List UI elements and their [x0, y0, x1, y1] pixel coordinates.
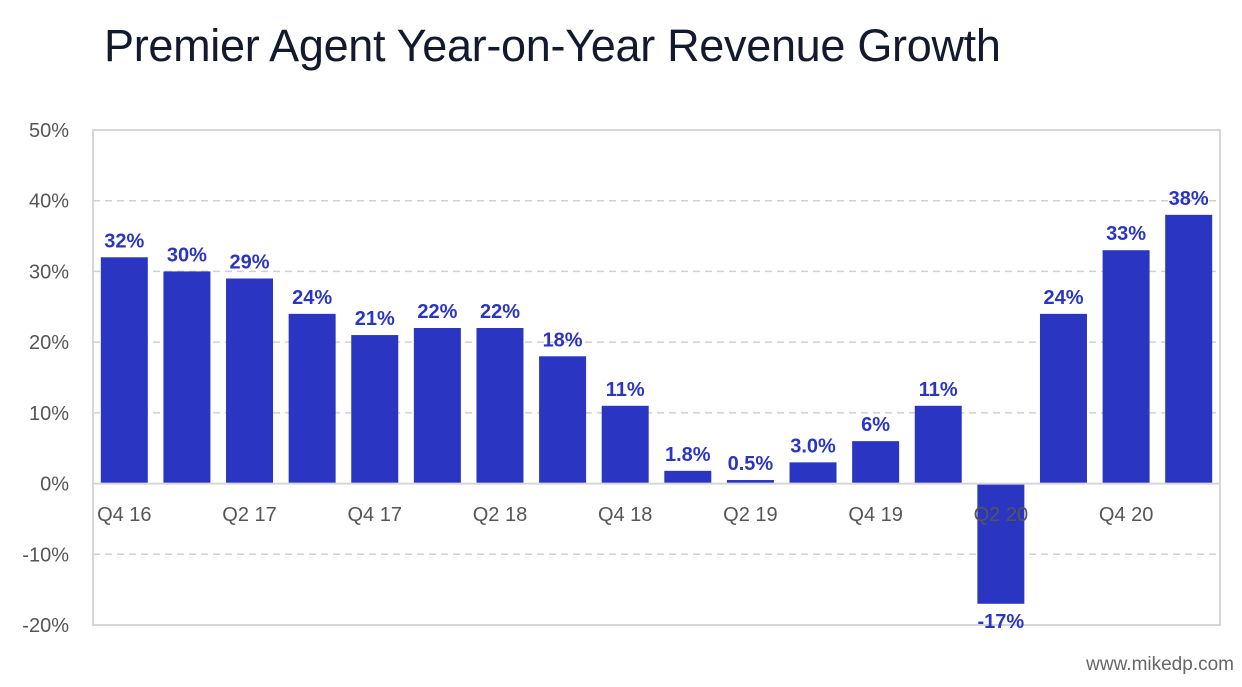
- data-label: 33%: [1106, 223, 1146, 245]
- bar: [1039, 313, 1087, 484]
- data-label: 38%: [1169, 188, 1209, 210]
- bar: [789, 462, 837, 484]
- bar: [601, 405, 649, 484]
- bar: [914, 405, 962, 484]
- data-label: 0.5%: [728, 453, 774, 475]
- data-label: 22%: [417, 301, 457, 323]
- y-tick-label: 0%: [40, 474, 69, 496]
- bar: [288, 313, 336, 484]
- plot-frame: [92, 129, 1221, 626]
- x-tick-label: Q2 20: [974, 504, 1028, 526]
- bar: [726, 480, 774, 484]
- data-label: 3.0%: [790, 435, 836, 457]
- bar: [539, 356, 587, 484]
- bar: [226, 278, 274, 484]
- bar: [413, 328, 461, 484]
- bar: [476, 328, 524, 484]
- x-tick-label: Q4 20: [1099, 504, 1153, 526]
- data-label: 18%: [543, 329, 583, 351]
- bar: [100, 257, 148, 484]
- x-tick-label: Q4 19: [848, 504, 902, 526]
- data-label: 21%: [355, 308, 395, 330]
- data-label: 1.8%: [665, 444, 711, 466]
- credit-text: www.mikedp.com: [1086, 654, 1234, 675]
- x-tick-label: Q2 17: [222, 504, 276, 526]
- y-tick-label: 40%: [29, 191, 69, 213]
- chart-title: Premier Agent Year-on-Year Revenue Growt…: [104, 20, 1001, 71]
- bar: [664, 470, 712, 484]
- data-label: 24%: [292, 287, 332, 309]
- bar: [351, 335, 399, 484]
- data-label: 30%: [167, 244, 207, 266]
- data-label: 6%: [861, 414, 890, 436]
- data-label: 22%: [480, 301, 520, 323]
- y-tick-label: 20%: [29, 332, 69, 354]
- bar: [852, 441, 900, 484]
- data-label: 29%: [230, 252, 270, 274]
- y-tick-label: 10%: [29, 403, 69, 425]
- data-label: 11%: [606, 379, 645, 401]
- data-label: 32%: [104, 230, 144, 252]
- x-tick-label: Q4 16: [97, 504, 151, 526]
- bar: [163, 271, 211, 484]
- x-tick-label: Q4 18: [598, 504, 652, 526]
- x-tick-label: Q2 19: [723, 504, 777, 526]
- y-tick-label: -10%: [22, 544, 69, 566]
- y-tick-label: -20%: [22, 615, 69, 637]
- y-tick-label: 50%: [29, 120, 69, 142]
- bar: [1165, 214, 1213, 484]
- y-tick-label: 30%: [29, 261, 69, 283]
- bar: [1102, 250, 1150, 484]
- data-label: -17%: [978, 611, 1025, 633]
- x-tick-label: Q4 17: [348, 504, 402, 526]
- x-tick-label: Q2 18: [473, 504, 527, 526]
- data-label: 24%: [1043, 287, 1083, 309]
- data-label: 11%: [919, 379, 958, 401]
- bar: [977, 483, 1025, 604]
